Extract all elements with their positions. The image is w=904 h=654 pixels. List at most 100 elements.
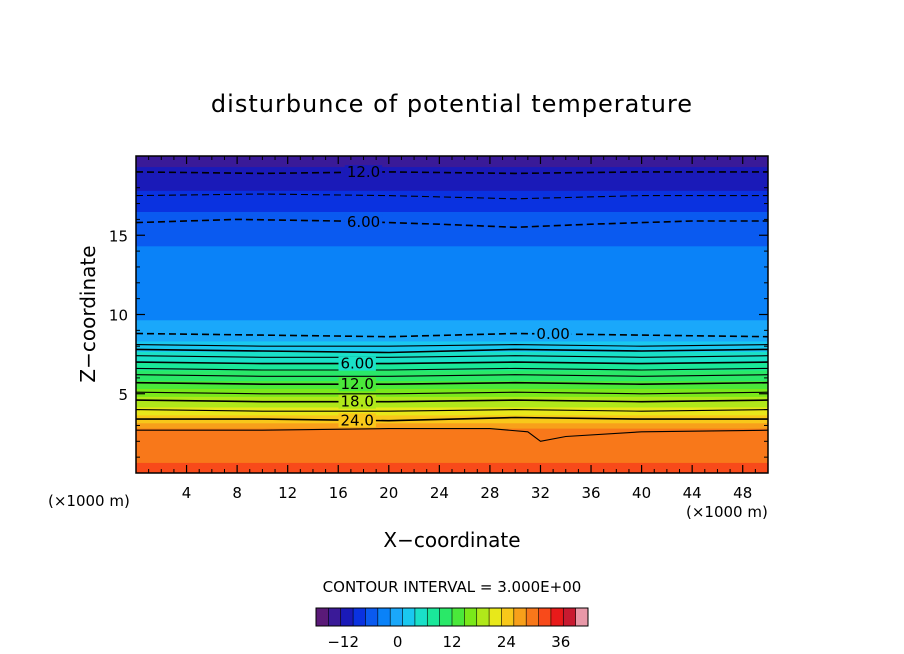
contour-band xyxy=(136,279,768,284)
contour-band xyxy=(136,337,768,342)
colorbar-cell xyxy=(353,608,366,626)
contour-band xyxy=(136,192,768,197)
contour-line xyxy=(136,218,768,229)
contour-band xyxy=(136,403,768,408)
contour-line xyxy=(136,361,768,365)
contour-band xyxy=(136,345,768,350)
colorbar-cell xyxy=(476,608,490,626)
contour-band xyxy=(136,247,768,252)
x-tick-label: 12 xyxy=(278,484,297,502)
contour-line xyxy=(136,193,768,200)
x-tick-label: 36 xyxy=(581,484,600,502)
x-tick-label: 20 xyxy=(379,484,398,502)
contour-label: 18.0 xyxy=(340,393,373,411)
colorbar-cell xyxy=(563,608,576,626)
contour-band xyxy=(136,250,768,255)
colorbar-cell xyxy=(452,608,465,626)
contour-band xyxy=(136,284,768,289)
contour-band xyxy=(136,438,768,442)
contour-band xyxy=(136,414,768,419)
colorbar-cell xyxy=(550,608,564,626)
contour-band xyxy=(136,364,768,368)
contour-band xyxy=(136,324,768,329)
colorbar-cell xyxy=(427,608,440,626)
colorbar-cell xyxy=(439,608,453,626)
contour-line xyxy=(136,355,768,358)
colorbar-cell xyxy=(414,608,428,626)
contour-band xyxy=(136,263,768,268)
contour-line xyxy=(136,399,768,403)
contour-band xyxy=(136,181,768,186)
colorbar: −12 0 12 24 36 xyxy=(315,607,589,651)
contour-line xyxy=(136,171,768,175)
y-tick-label: 5 xyxy=(118,386,128,404)
contour-band xyxy=(136,358,768,363)
contour-band xyxy=(136,258,768,263)
contour-label-bg xyxy=(338,413,376,428)
contour-line xyxy=(136,374,768,377)
colorbar-cell xyxy=(513,608,527,626)
contour-band xyxy=(136,335,768,339)
contour-band xyxy=(136,329,768,334)
contour-band xyxy=(136,166,768,170)
contour-band xyxy=(136,184,768,189)
contour-band xyxy=(136,308,768,313)
contour-band xyxy=(136,427,768,432)
contour-band xyxy=(136,226,768,231)
x-unit-right: (×1000 m) xyxy=(686,503,768,521)
contour-band xyxy=(136,173,768,178)
contour-band xyxy=(136,372,768,376)
contour-label-bg xyxy=(338,356,376,371)
contour-band xyxy=(136,353,768,358)
colorbar-tick-label: 12 xyxy=(442,633,461,651)
contour-band xyxy=(136,432,768,437)
chart-title: disturbunce of potential temperature xyxy=(211,90,693,118)
contour-line xyxy=(136,428,768,442)
contour-label-bg xyxy=(344,165,383,180)
colorbar-cell xyxy=(464,608,478,626)
contour-band xyxy=(136,218,768,223)
contour-label-bg xyxy=(534,326,572,341)
contour-band xyxy=(136,311,768,315)
contour-band xyxy=(136,461,768,466)
x-tick-label: 24 xyxy=(430,484,449,502)
contour-line xyxy=(136,344,768,347)
contour-band xyxy=(136,168,768,173)
contour-band xyxy=(136,245,768,249)
contour-band xyxy=(136,387,768,392)
contour-band xyxy=(136,385,768,389)
contour-band xyxy=(136,229,768,234)
x-axis: 4 8 12 16 20 24 28 32 36 40 44 48 xyxy=(148,156,756,502)
colorbar-tick-label: 0 xyxy=(393,633,403,651)
contour-band xyxy=(136,237,768,242)
x-axis-label: X−coordinate xyxy=(383,528,520,552)
contour-lines xyxy=(136,171,768,442)
colorbar-cell xyxy=(390,608,403,626)
contour-band xyxy=(136,369,768,374)
colorbar-cell xyxy=(526,608,539,626)
contour-label: 24.0 xyxy=(340,411,373,429)
contour-band xyxy=(136,205,768,210)
colorbar-frame xyxy=(315,607,589,627)
x-tick-label: 8 xyxy=(232,484,242,502)
contour-band xyxy=(136,176,768,181)
contour-line xyxy=(136,391,768,395)
contour-line xyxy=(136,332,768,338)
contour-line xyxy=(136,409,768,412)
x-tick-label: 40 xyxy=(632,484,651,502)
contour-band xyxy=(136,295,768,300)
contour-band xyxy=(136,440,768,445)
contour-band xyxy=(136,160,768,165)
contour-band xyxy=(136,210,768,215)
colorbar-tick-label: 36 xyxy=(551,633,570,651)
contour-band xyxy=(136,269,768,273)
contour-band xyxy=(136,213,768,218)
contour-band xyxy=(136,266,768,271)
colorbar-cell xyxy=(377,608,391,626)
contour-band xyxy=(136,456,768,461)
contour-band xyxy=(136,443,768,448)
contour-band xyxy=(136,300,768,305)
x-tick-label: 32 xyxy=(531,484,550,502)
contour-band xyxy=(136,171,768,175)
